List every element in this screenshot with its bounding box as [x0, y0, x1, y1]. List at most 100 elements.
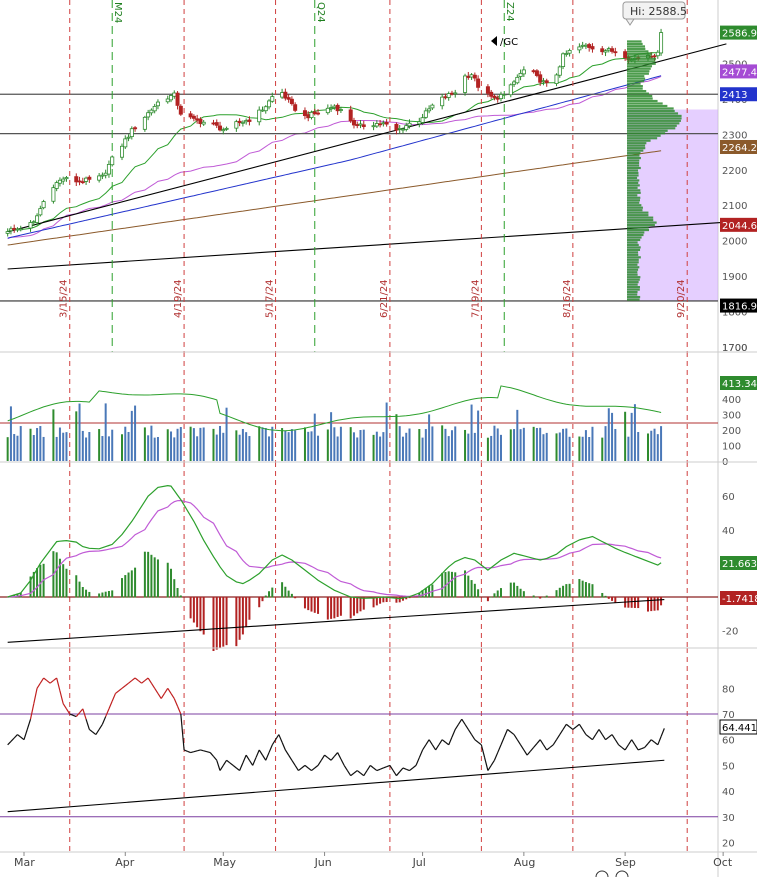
candle-17[interactable]	[80, 177, 85, 185]
trendline-1[interactable]	[7, 221, 727, 270]
candle-18[interactable]	[84, 176, 89, 185]
candle-54[interactable]	[247, 116, 252, 126]
candle-29[interactable]	[133, 126, 138, 132]
candle-116[interactable]	[534, 69, 539, 78]
candle-134[interactable]	[613, 47, 618, 57]
candle-34[interactable]	[155, 99, 160, 110]
candle-46[interactable]	[214, 119, 219, 129]
candle-94[interactable]	[430, 103, 435, 111]
candle-25[interactable]	[120, 143, 125, 161]
candle-131[interactable]	[603, 49, 608, 57]
candle-33[interactable]	[152, 103, 157, 114]
candle-112[interactable]	[515, 74, 520, 85]
candle-26[interactable]	[123, 135, 128, 150]
candle-48[interactable]	[221, 127, 226, 135]
candle-76[interactable]	[351, 117, 356, 129]
symbol-marker[interactable]: /GC	[491, 36, 518, 48]
candle-88[interactable]	[404, 122, 409, 132]
candle-143[interactable]	[655, 49, 660, 59]
candle-57[interactable]	[263, 105, 268, 114]
candle-7[interactable]	[35, 213, 40, 226]
candle-0[interactable]	[5, 228, 10, 237]
candle-55[interactable]	[257, 106, 262, 126]
candle-125[interactable]	[577, 43, 582, 54]
candle-44[interactable]	[201, 120, 206, 126]
candle-10[interactable]	[51, 184, 56, 204]
candle-20[interactable]	[97, 173, 102, 183]
candle-71[interactable]	[329, 104, 334, 112]
candle-4[interactable]	[18, 225, 23, 232]
candle-69[interactable]	[316, 109, 321, 116]
candle-123[interactable]	[564, 50, 569, 57]
candle-144[interactable]	[659, 28, 664, 56]
candle-100[interactable]	[463, 73, 468, 96]
candle-47[interactable]	[218, 121, 223, 132]
candle-82[interactable]	[378, 119, 383, 128]
candle-107[interactable]	[492, 94, 497, 101]
candle-12[interactable]	[57, 177, 62, 187]
candle-104[interactable]	[476, 75, 481, 92]
candle-58[interactable]	[267, 99, 272, 110]
candle-74[interactable]	[338, 106, 343, 113]
candle-117[interactable]	[538, 71, 543, 86]
candle-13[interactable]	[61, 176, 66, 185]
candle-61[interactable]	[283, 88, 288, 101]
candle-135[interactable]	[623, 49, 628, 61]
candle-35[interactable]	[165, 95, 170, 104]
candle-129[interactable]	[590, 43, 595, 53]
candle-15[interactable]	[74, 173, 79, 187]
candle-31[interactable]	[146, 109, 151, 121]
candle-38[interactable]	[175, 91, 180, 110]
candle-133[interactable]	[610, 46, 615, 54]
candle-5[interactable]	[28, 220, 33, 232]
candle-50[interactable]	[234, 119, 239, 132]
candle-49[interactable]	[224, 126, 229, 131]
candle-14[interactable]	[64, 175, 69, 182]
candle-23[interactable]	[106, 160, 111, 178]
candle-70[interactable]	[325, 104, 330, 115]
rsi-trendline[interactable]	[7, 759, 665, 813]
candle-110[interactable]	[508, 83, 513, 98]
candle-67[interactable]	[309, 110, 314, 120]
candle-19[interactable]	[87, 175, 92, 183]
candle-119[interactable]	[544, 78, 549, 87]
candle-41[interactable]	[191, 114, 196, 122]
candle-106[interactable]	[489, 89, 494, 100]
candle-65[interactable]	[302, 107, 307, 120]
candle-39[interactable]	[178, 104, 183, 116]
candle-75[interactable]	[348, 105, 353, 123]
candle-113[interactable]	[518, 69, 523, 81]
candle-62[interactable]	[286, 94, 291, 103]
candle-24[interactable]	[110, 155, 115, 167]
candle-43[interactable]	[198, 117, 203, 128]
candle-105[interactable]	[485, 84, 490, 98]
candle-30[interactable]	[142, 115, 147, 132]
candle-128[interactable]	[587, 42, 592, 52]
candle-36[interactable]	[169, 94, 174, 103]
candle-27[interactable]	[126, 134, 131, 142]
candle-63[interactable]	[289, 96, 294, 106]
candle-11[interactable]	[54, 180, 59, 192]
candle-114[interactable]	[521, 66, 526, 77]
candle-93[interactable]	[427, 105, 432, 114]
candle-8[interactable]	[38, 205, 43, 217]
rsi-panel[interactable]: 20 30 40 50 60 70 80	[0, 647, 757, 850]
candle-64[interactable]	[293, 102, 298, 113]
candle-122[interactable]	[561, 52, 566, 70]
candle-9[interactable]	[41, 199, 46, 210]
candle-89[interactable]	[407, 119, 412, 129]
macd-trendline[interactable]	[7, 598, 665, 643]
candle-79[interactable]	[361, 120, 366, 130]
macd-panel[interactable]: -20204060	[0, 461, 757, 652]
candle-95[interactable]	[440, 93, 445, 110]
candle-109[interactable]	[498, 91, 503, 102]
candle-52[interactable]	[240, 120, 245, 127]
candle-85[interactable]	[394, 122, 399, 135]
trendline-0[interactable]	[7, 43, 727, 233]
candle-124[interactable]	[567, 48, 572, 57]
candle-121[interactable]	[557, 65, 562, 78]
candle-84[interactable]	[384, 118, 389, 127]
candle-91[interactable]	[420, 113, 425, 125]
